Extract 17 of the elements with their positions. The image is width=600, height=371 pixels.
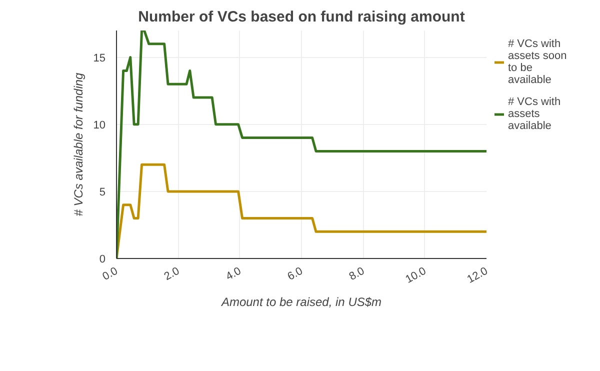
y-tick-label: 15 (93, 52, 106, 64)
y-axis-title: # VCs available for funding (71, 72, 86, 216)
y-tick-label: 10 (93, 119, 106, 132)
legend-label: # VCs with assets available (508, 96, 561, 132)
x-tick-label: 2.0 (162, 265, 182, 283)
x-tick-label: 4.0 (224, 265, 244, 283)
y-tick-label: 5 (99, 186, 106, 198)
x-tick-label: 8.0 (347, 265, 367, 283)
y-tick-label: 0 (99, 254, 106, 266)
x-tick-label: 6.0 (286, 265, 305, 283)
legend-label: # VCs with assets soon to be available (508, 38, 567, 86)
x-tick-label: 10.0 (404, 265, 428, 286)
chart-title: Number of VCs based on fund raising amount (138, 8, 465, 26)
x-tick-label: 12.0 (465, 265, 490, 286)
line-series (116, 30, 486, 258)
x-tick-label: 0.0 (100, 265, 120, 283)
x-axis-title: Amount to be raised, in US$m (220, 294, 382, 309)
